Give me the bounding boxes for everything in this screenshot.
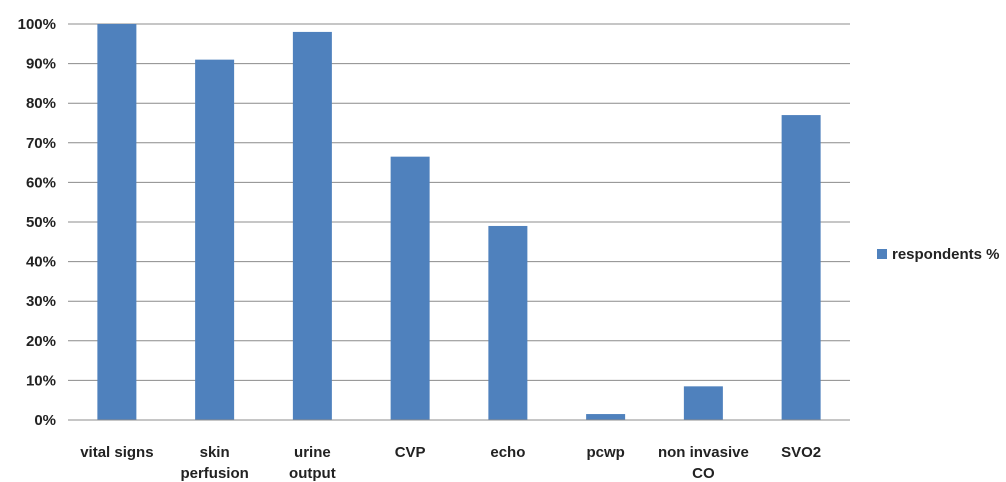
x-tick-label: CVP — [395, 444, 426, 461]
bar — [292, 31, 332, 420]
y-tick-label: 100% — [18, 16, 56, 33]
legend-label: respondents % — [892, 246, 1000, 263]
bar — [97, 24, 137, 420]
gridlines — [68, 23, 850, 381]
x-axis-labels: vital signs skin perfusion urine output CVP ec… — [80, 444, 821, 482]
y-tick-label: 10% — [26, 372, 56, 389]
y-tick-label: 90% — [26, 56, 56, 73]
y-tick-label: 30% — [26, 293, 56, 310]
x-tick-label: vital signs — [80, 444, 153, 461]
y-tick-label: 70% — [26, 135, 56, 152]
x-tick-label: SVO2 — [781, 444, 821, 461]
legend-swatch — [877, 249, 887, 259]
legend: respondents % — [877, 246, 1000, 263]
x-tick-label: skin perfusion — [180, 444, 248, 482]
bar — [781, 115, 821, 420]
y-tick-label: 0% — [34, 412, 56, 429]
bar — [586, 414, 626, 420]
y-axis-ticks: 0% 10% 20% 30% 40% 50% 60% 70% 80% 90% 100% — [18, 16, 56, 429]
bar — [683, 386, 723, 420]
bar — [390, 156, 430, 420]
x-tick-label: non invasive CO — [658, 444, 749, 482]
y-tick-label: 60% — [26, 174, 56, 191]
bar — [488, 225, 528, 420]
y-tick-label: 40% — [26, 254, 56, 271]
y-tick-label: 20% — [26, 333, 56, 350]
y-tick-label: 50% — [26, 214, 56, 231]
x-tick-label: echo — [490, 444, 525, 461]
x-tick-label: urine output — [289, 444, 336, 482]
bars — [97, 24, 821, 420]
y-tick-label: 80% — [26, 95, 56, 112]
bar — [195, 59, 235, 420]
x-tick-label: pcwp — [586, 444, 624, 461]
